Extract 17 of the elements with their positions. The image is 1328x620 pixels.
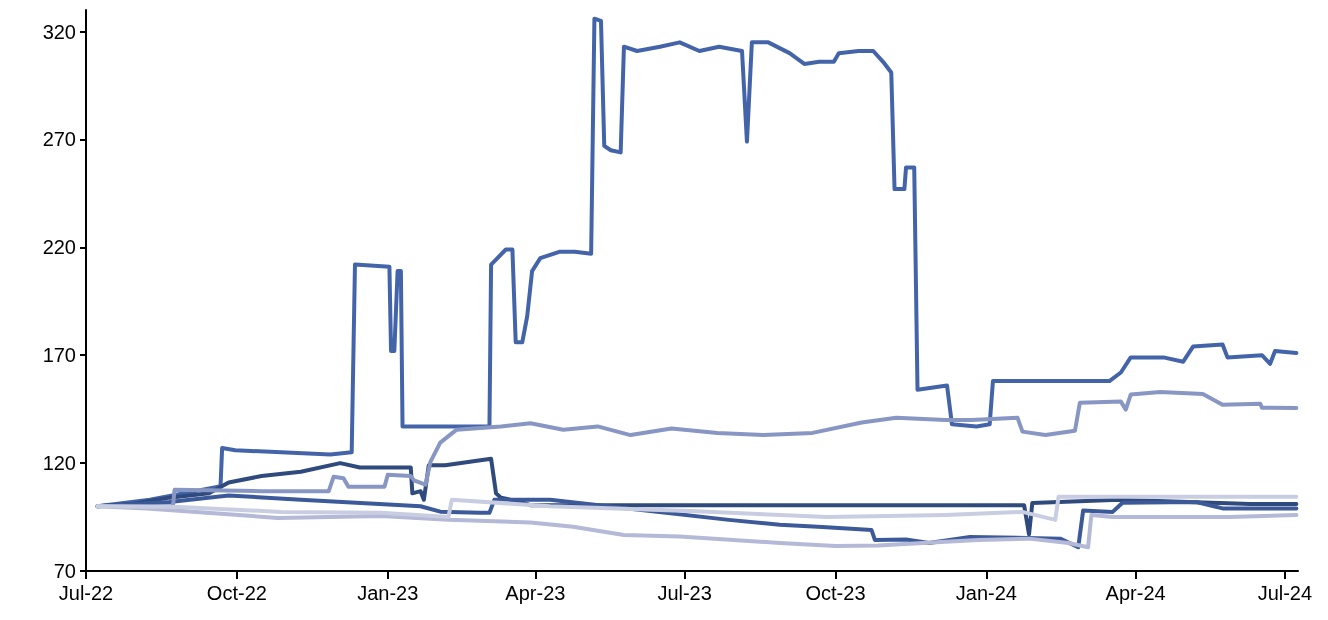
x-tick-label: Jul-23 <box>657 582 712 604</box>
y-tick-label: 170 <box>42 344 76 367</box>
y-tick-label: 320 <box>42 20 76 43</box>
y-tick-label: 270 <box>42 128 76 151</box>
x-tick-label: Apr-23 <box>505 582 566 604</box>
x-tick-label: Apr-24 <box>1105 582 1166 604</box>
x-tick-label: Jan-23 <box>357 582 419 604</box>
y-tick-label: 220 <box>42 236 76 259</box>
y-tick-label: 70 <box>53 560 76 582</box>
x-tick-label: Oct-23 <box>805 582 866 604</box>
x-tick-label: Oct-22 <box>206 582 267 604</box>
line-series <box>95 16 1299 509</box>
x-tick-label: Jan-24 <box>955 582 1017 604</box>
y-tick-label: 120 <box>42 452 76 475</box>
x-tick-label: Jul-24 <box>1257 582 1313 604</box>
x-tick-label: Jul-22 <box>58 582 114 604</box>
line-series <box>95 494 1299 522</box>
